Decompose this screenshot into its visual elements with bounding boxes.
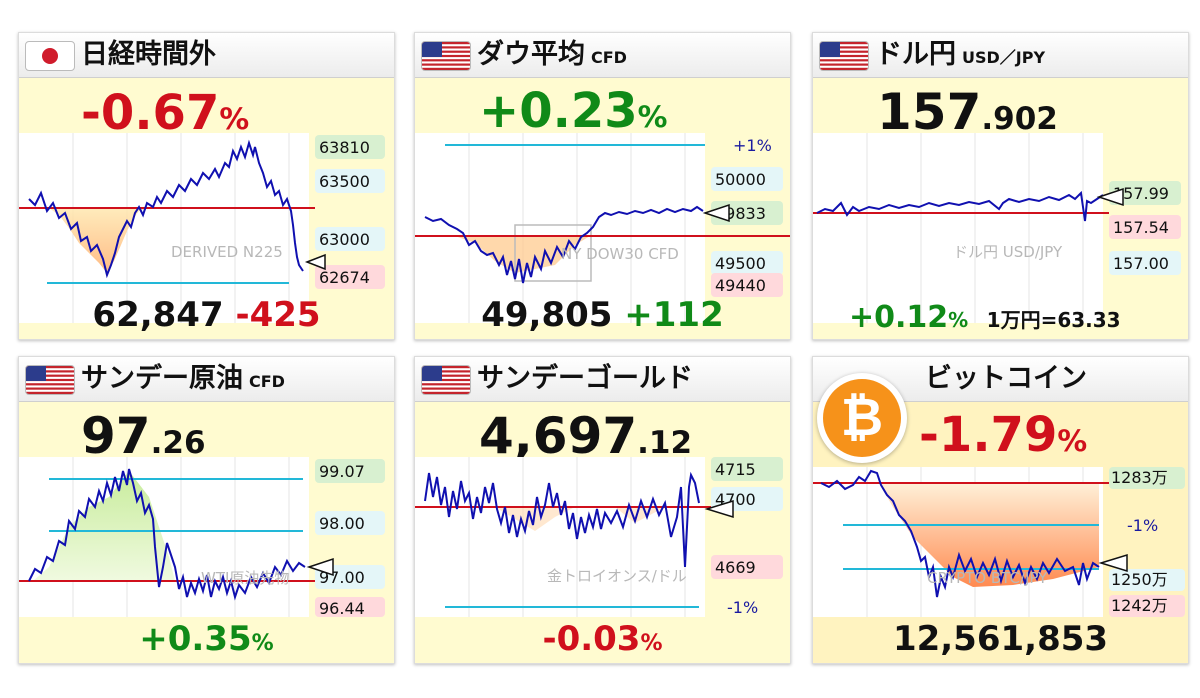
us-flag-icon (819, 41, 869, 71)
change-percent: +0.35% (139, 619, 274, 659)
svg-text:+1%: +1% (733, 136, 772, 155)
card-title: ドル円 USD／JPY (875, 39, 1046, 70)
us-flag-icon (25, 365, 75, 395)
change-percent: +0.23% (479, 83, 668, 139)
svg-text:NY DOW30 CFD: NY DOW30 CFD (561, 245, 679, 263)
card-title: サンデーゴールド (477, 363, 693, 394)
svg-text:1283万: 1283万 (1111, 468, 1168, 487)
svg-text:49440: 49440 (715, 276, 766, 295)
svg-text:49500: 49500 (715, 254, 766, 273)
svg-text:63810: 63810 (319, 138, 370, 157)
svg-text:96.44: 96.44 (319, 599, 365, 617)
svg-text:-1%: -1% (1127, 516, 1158, 535)
svg-text:157.99: 157.99 (1113, 184, 1169, 203)
price-chart: -1% 1283万 1250万 1242万 CRYPTO BTC/JPY (813, 467, 1188, 657)
card-header: 日経時間外 (19, 33, 394, 78)
svg-text:CRYPTO BTC/JPY: CRYPTO BTC/JPY (927, 569, 1048, 587)
svg-text:ドル円 USD/JPY: ドル円 USD/JPY (953, 243, 1063, 261)
us-flag-icon (421, 41, 471, 71)
card-title: ビットコイン (925, 363, 1087, 394)
svg-text:-1%: -1% (727, 598, 758, 617)
svg-text:62674: 62674 (319, 268, 370, 287)
svg-text:1250万: 1250万 (1111, 570, 1168, 589)
price-tags: 63810 63500 63000 62674 (315, 135, 385, 289)
card-nikkei[interactable]: 日経時間外 -0.67% 63810 (18, 32, 395, 340)
card-title: 日経時間外 (81, 39, 216, 70)
card-usdjpy[interactable]: ドル円 USD／JPY 157.902 157.99 157.54 157.00 (812, 32, 1189, 340)
price-row: 62,847 -425 (92, 295, 321, 335)
japan-flag-icon (25, 41, 75, 71)
price-value: 157.902 (877, 83, 1058, 141)
card-header: サンデー原油 CFD (19, 357, 394, 402)
change-percent: -1.79% (919, 407, 1088, 463)
card-header: サンデーゴールド (415, 357, 790, 402)
price-row: 49,805 +112 (481, 295, 724, 335)
us-flag-icon (421, 365, 471, 395)
card-header: ダウ平均 CFD (415, 33, 790, 78)
card-gold[interactable]: サンデーゴールド 4,697.12 -1% 4715 4700 4669 (414, 356, 791, 664)
card-crude-oil[interactable]: サンデー原油 CFD 97.26 99.07 (18, 356, 395, 664)
card-bitcoin[interactable]: ビットコイン ₿ -1.79% -1% 1 (812, 356, 1189, 664)
price-value: 12,561,853 (892, 619, 1109, 659)
price-chart: 99.07 98.00 97.00 96.44 WTI原油先物 (19, 457, 394, 647)
change-row: +0.12% 1万円=63.33 (849, 300, 1121, 335)
svg-text:WTI原油先物: WTI原油先物 (201, 569, 289, 587)
svg-text:157.54: 157.54 (1113, 218, 1169, 237)
svg-text:63500: 63500 (319, 172, 370, 191)
svg-text:金トロイオンス/ドル: 金トロイオンス/ドル (547, 567, 687, 585)
price-value: 97.26 (81, 407, 206, 465)
svg-text:DERIVED N225: DERIVED N225 (171, 243, 283, 261)
card-header: ドル円 USD／JPY (813, 33, 1188, 78)
svg-text:1242万: 1242万 (1111, 596, 1168, 615)
svg-text:50000: 50000 (715, 170, 766, 189)
svg-text:98.00: 98.00 (319, 514, 365, 533)
price-chart: +1% 50000 49833 49500 49440 NY DOW30 CFD (415, 133, 790, 323)
card-title: サンデー原油 CFD (81, 363, 285, 394)
change-percent: -0.67% (81, 85, 250, 141)
price-chart: 157.99 157.54 157.00 ドル円 USD/JPY (813, 133, 1188, 323)
bitcoin-icon: ₿ (817, 373, 907, 463)
card-dow[interactable]: ダウ平均 CFD +0.23% +1% 50000 49833 (414, 32, 791, 340)
svg-text:63000: 63000 (319, 230, 370, 249)
price-chart: -1% 4715 4700 4669 金トロイオンス/ドル (415, 457, 790, 647)
card-title: ダウ平均 CFD (477, 39, 627, 70)
svg-text:99.07: 99.07 (319, 462, 365, 481)
change-percent: -0.03% (542, 619, 663, 659)
svg-text:157.00: 157.00 (1113, 254, 1169, 273)
price-value: 4,697.12 (479, 407, 693, 465)
svg-text:4715: 4715 (715, 460, 756, 479)
svg-text:4669: 4669 (715, 558, 756, 577)
price-chart: 63810 63500 63000 62674 DERIVED N225 (19, 133, 394, 323)
